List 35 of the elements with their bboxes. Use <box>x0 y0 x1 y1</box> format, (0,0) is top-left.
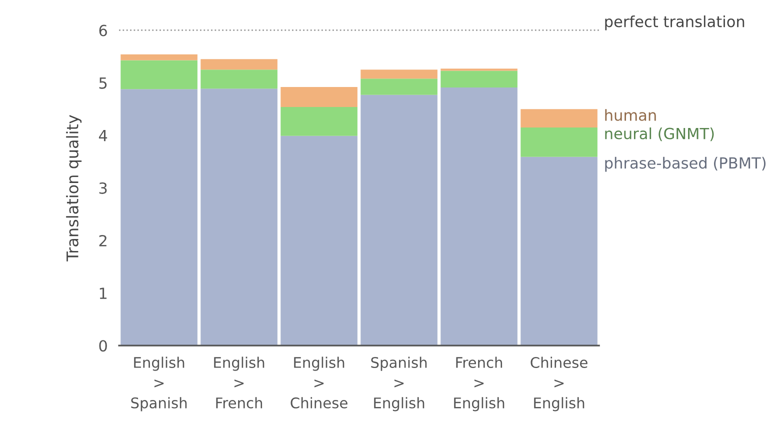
series-label: phrase-based (PBMT) <box>605 156 766 172</box>
x-tick-label: Chinese > English <box>530 356 588 412</box>
bar <box>200 70 278 89</box>
bar <box>440 70 518 88</box>
y-tick-label: 6 <box>99 24 107 36</box>
bar <box>120 60 198 90</box>
bar <box>360 78 438 95</box>
bar <box>120 89 198 346</box>
y-axis-title: Translation quality <box>66 115 82 262</box>
bar <box>520 109 598 128</box>
x-tick-label: French > English <box>454 356 504 412</box>
bar <box>200 59 278 70</box>
y-tick-label: 5 <box>99 77 107 89</box>
bar <box>440 88 518 346</box>
x-tick-label: Spanish > English <box>371 356 427 412</box>
bar <box>360 94 438 346</box>
bar <box>280 136 358 346</box>
y-tick-label: 4 <box>98 130 108 142</box>
series-label: human <box>605 109 656 121</box>
bar <box>280 106 358 136</box>
x-tick-label: English > Chinese <box>290 356 348 408</box>
bar <box>120 54 198 60</box>
y-tick-label: 3 <box>99 182 107 194</box>
y-tick-label: 2 <box>99 234 106 246</box>
bar <box>360 70 438 79</box>
y-tick-label: 0 <box>99 340 107 352</box>
bar <box>520 127 598 157</box>
bar <box>280 87 358 107</box>
bar <box>200 88 278 346</box>
x-tick-label: English > Spanish <box>131 356 187 412</box>
bar <box>520 156 598 346</box>
y-tick-label: 1 <box>100 288 107 299</box>
series-label: neural (GNMT) <box>605 127 714 142</box>
x-tick-label: English > French <box>214 356 264 408</box>
ref-line-label: perfect translation <box>605 15 744 30</box>
